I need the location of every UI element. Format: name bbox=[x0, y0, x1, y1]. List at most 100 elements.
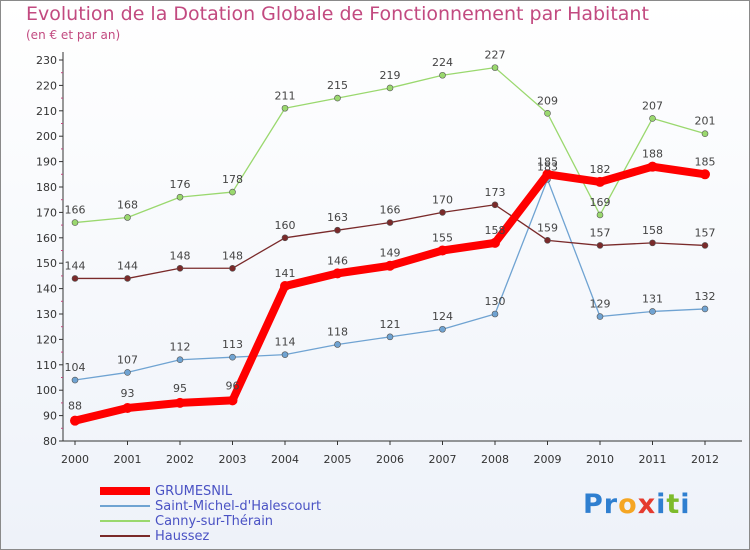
data-point bbox=[71, 376, 79, 384]
y-tick-label: 90 bbox=[43, 410, 57, 423]
x-tick-label: 2006 bbox=[376, 453, 404, 466]
data-point bbox=[71, 219, 79, 226]
data-label: 166 bbox=[65, 204, 86, 217]
data-point bbox=[542, 169, 553, 180]
data-point bbox=[124, 369, 131, 376]
data-point bbox=[281, 104, 289, 112]
data-point bbox=[229, 264, 236, 272]
data-point bbox=[700, 169, 710, 180]
data-point bbox=[334, 94, 341, 102]
data-point bbox=[544, 237, 551, 244]
data-point bbox=[701, 242, 709, 249]
data-label: 144 bbox=[65, 259, 86, 272]
data-label: 112 bbox=[170, 341, 191, 354]
data-label: 201 bbox=[695, 115, 716, 128]
x-tick-label: 2003 bbox=[219, 453, 247, 466]
data-label: 129 bbox=[590, 298, 611, 311]
data-point bbox=[386, 84, 394, 92]
data-point bbox=[595, 176, 605, 187]
x-tick-label: 2008 bbox=[481, 453, 509, 466]
data-label: 173 bbox=[485, 186, 506, 199]
data-point bbox=[490, 237, 500, 248]
data-label: 163 bbox=[327, 211, 348, 224]
data-label: 209 bbox=[537, 94, 558, 107]
data-label: 132 bbox=[695, 290, 716, 303]
y-tick-label: 170 bbox=[36, 206, 57, 219]
data-point bbox=[281, 351, 289, 358]
logo-letter: t bbox=[666, 489, 681, 520]
data-label: 185 bbox=[537, 155, 558, 168]
y-tick-label: 80 bbox=[43, 435, 57, 448]
legend-swatch bbox=[100, 505, 150, 507]
data-point bbox=[176, 356, 184, 364]
y-tick-label: 180 bbox=[36, 181, 57, 194]
x-tick-label: 2011 bbox=[639, 453, 667, 466]
logo-letter: i bbox=[680, 489, 691, 520]
y-tick-label: 130 bbox=[36, 308, 57, 321]
x-tick-label: 2000 bbox=[61, 453, 89, 466]
legend-swatch bbox=[100, 520, 150, 522]
data-label: 160 bbox=[275, 219, 296, 232]
data-label: 168 bbox=[117, 198, 138, 211]
data-point bbox=[647, 161, 658, 172]
data-point bbox=[491, 310, 499, 318]
data-label: 219 bbox=[380, 69, 401, 82]
y-tick-label: 120 bbox=[36, 333, 57, 346]
data-point bbox=[227, 395, 238, 406]
chart-title: Evolution de la Dotation Globale de Fonc… bbox=[26, 3, 649, 25]
data-label: 170 bbox=[432, 193, 453, 206]
y-tick-label: 220 bbox=[36, 79, 57, 92]
data-point bbox=[229, 353, 236, 361]
data-point bbox=[596, 242, 604, 249]
x-tick-label: 2009 bbox=[534, 453, 562, 466]
y-tick-label: 210 bbox=[36, 105, 57, 118]
data-label: 96 bbox=[226, 379, 240, 392]
data-label: 95 bbox=[173, 382, 187, 395]
data-point bbox=[437, 245, 448, 256]
data-point bbox=[334, 226, 341, 234]
data-label: 215 bbox=[327, 79, 348, 92]
data-label: 121 bbox=[380, 318, 401, 331]
data-label: 166 bbox=[380, 204, 401, 217]
data-label: 157 bbox=[695, 226, 716, 239]
data-label: 104 bbox=[65, 361, 86, 374]
chart-subtitle: (en € et par an) bbox=[26, 28, 121, 42]
data-label: 88 bbox=[68, 400, 82, 413]
data-point bbox=[175, 397, 185, 408]
data-label: 131 bbox=[642, 292, 663, 305]
data-label: 157 bbox=[590, 226, 611, 239]
legend-swatch bbox=[100, 535, 150, 537]
x-tick-label: 2007 bbox=[429, 453, 457, 466]
data-point bbox=[229, 188, 236, 196]
data-label: 107 bbox=[117, 353, 138, 366]
data-label: 182 bbox=[590, 163, 611, 176]
data-point bbox=[701, 305, 709, 313]
x-tick-label: 2004 bbox=[271, 453, 299, 466]
data-point bbox=[386, 333, 394, 341]
data-point bbox=[332, 268, 343, 279]
data-label: 149 bbox=[380, 247, 401, 260]
data-label: 144 bbox=[117, 259, 138, 272]
legend-label: Haussez bbox=[155, 529, 210, 544]
data-point bbox=[386, 219, 394, 226]
data-point bbox=[70, 415, 80, 426]
data-point bbox=[122, 402, 133, 413]
data-point bbox=[491, 201, 499, 209]
logo-letter: x bbox=[637, 489, 657, 520]
data-point bbox=[596, 313, 604, 320]
data-label: 93 bbox=[121, 387, 135, 400]
logo-letter: r bbox=[603, 489, 619, 520]
logo-letter: P bbox=[583, 489, 604, 520]
data-label: 118 bbox=[327, 325, 348, 338]
data-point bbox=[701, 130, 709, 137]
data-point bbox=[334, 341, 341, 348]
data-label: 176 bbox=[170, 178, 191, 191]
data-point bbox=[649, 115, 656, 122]
proxiti-logo: Proxiti bbox=[583, 489, 691, 520]
data-label: 207 bbox=[642, 99, 663, 112]
y-tick-label: 190 bbox=[36, 156, 57, 169]
data-point bbox=[176, 264, 184, 272]
x-tick-label: 2012 bbox=[691, 453, 719, 466]
